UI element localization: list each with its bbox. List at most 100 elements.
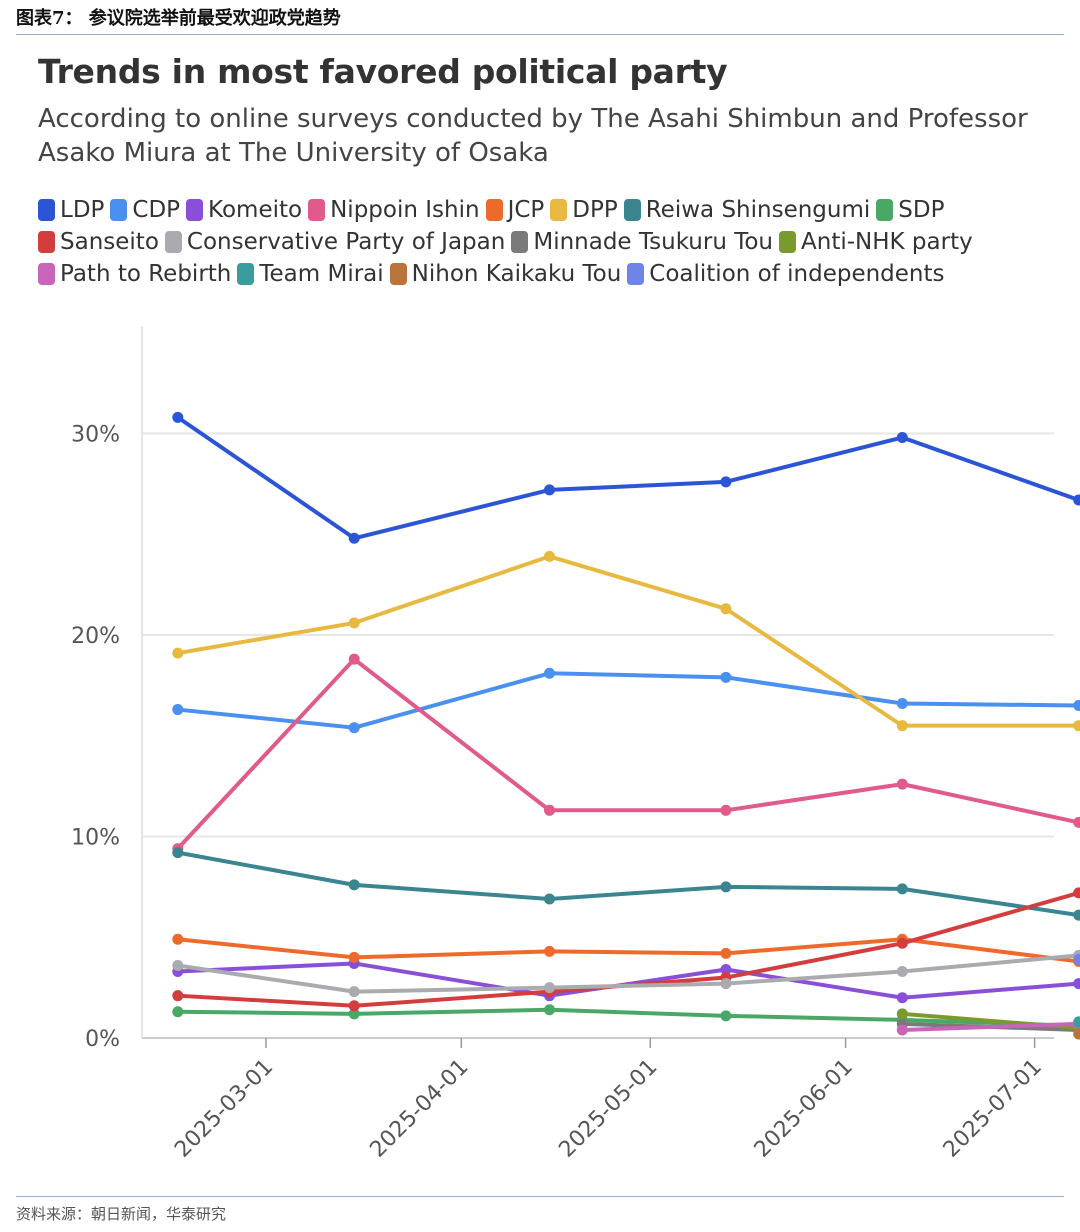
legend-swatch	[623, 199, 641, 221]
legend-label: Nippoin Ishin	[330, 197, 480, 223]
data-point-conservative-party-of-japan	[172, 959, 184, 971]
series-line-sdp	[175, 1007, 1080, 1028]
legend-swatch	[38, 231, 55, 253]
series-line-sanseito	[175, 890, 1080, 1008]
data-point-nippoin-ishin	[544, 804, 555, 816]
y-tick-label: 10%	[71, 826, 120, 851]
legend-item-team-mirai[interactable]: Team Mirai	[237, 261, 384, 287]
legend-label: CDP	[132, 197, 181, 223]
legend-item-conservative-party-of-japan[interactable]: Conservative Party of Japan	[164, 229, 506, 255]
x-tick-label: 2025-03-01	[170, 1055, 278, 1163]
data-point-coalition-of-independents	[1073, 953, 1080, 965]
legend-label: Nihon Kaikaku Tou	[411, 261, 622, 287]
legend-item-ldp[interactable]: LDP	[38, 197, 104, 223]
figure-label: 图表7： 参议院选举前最受欢迎政党趋势	[16, 6, 1064, 35]
legend-label: Conservative Party of Japan	[186, 229, 506, 255]
data-point-komeito	[896, 992, 908, 1004]
data-point-sanseito	[1073, 887, 1080, 899]
legend-swatch	[308, 199, 326, 221]
x-tick-label: 2025-05-01	[554, 1055, 662, 1163]
legend-label: DPP	[572, 197, 618, 223]
data-point-sdp	[348, 1008, 360, 1020]
data-point-jcp	[172, 933, 184, 945]
legend-swatch	[485, 199, 503, 221]
legend-item-nippoin-ishin[interactable]: Nippoin Ishin	[308, 197, 480, 223]
data-point-komeito	[720, 963, 732, 975]
legend-item-reiwa-shinsengumi[interactable]: Reiwa Shinsengumi	[623, 197, 871, 223]
legend-label: Reiwa Shinsengumi	[645, 197, 871, 223]
legend-label: Coalition of independents	[649, 261, 945, 287]
data-point-ldp	[172, 411, 184, 423]
data-point-nihon-kaikaku-tou	[1073, 1028, 1080, 1040]
data-point-reiwa-shinsengumi	[172, 847, 184, 859]
data-point-sanseito	[896, 937, 908, 949]
data-point-jcp	[544, 945, 555, 957]
data-point-conservative-party-of-japan	[348, 986, 360, 998]
data-point-dpp	[348, 617, 360, 629]
data-point-nippoin-ishin	[720, 804, 732, 816]
legend-swatch	[164, 231, 182, 253]
data-point-reiwa-shinsengumi	[348, 879, 360, 891]
series-line-dpp	[175, 554, 1080, 728]
data-point-cdp	[544, 667, 555, 679]
legend-item-anti-nhk-party[interactable]: Anti-NHK party	[779, 229, 973, 255]
data-point-cdp	[720, 671, 732, 683]
legend-item-nihon-kaikaku-tou[interactable]: Nihon Kaikaku Tou	[389, 261, 622, 287]
legend-swatch	[186, 199, 204, 221]
data-point-reiwa-shinsengumi	[1073, 909, 1080, 921]
data-point-conservative-party-of-japan	[544, 982, 555, 994]
data-point-sdp	[172, 1006, 184, 1018]
legend-label: Path to Rebirth	[60, 261, 232, 287]
series-line-cdp	[175, 671, 1080, 730]
data-point-nippoin-ishin	[1073, 816, 1080, 828]
legend-item-cdp[interactable]: CDP	[110, 197, 180, 223]
series-line-reiwa-shinsengumi	[175, 850, 1080, 918]
series-line-jcp	[175, 937, 1080, 964]
data-point-jcp	[720, 947, 732, 959]
data-point-reiwa-shinsengumi	[896, 883, 908, 895]
data-point-sanseito	[172, 990, 184, 1002]
legend-item-jcp[interactable]: JCP	[485, 197, 545, 223]
legend-swatch	[38, 199, 55, 221]
series-line-ldp	[175, 415, 1080, 541]
y-tick-label: 0%	[85, 1027, 120, 1052]
data-point-dpp	[896, 720, 908, 732]
legend-swatch	[38, 263, 55, 285]
legend-label: LDP	[60, 197, 105, 223]
data-point-cdp	[348, 722, 360, 734]
legend-item-dpp[interactable]: DPP	[550, 197, 618, 223]
series-line-conservative-party-of-japan	[175, 953, 1080, 994]
data-point-conservative-party-of-japan	[720, 978, 732, 990]
data-point-sdp	[720, 1010, 732, 1022]
legend-item-minnade-tsukuru-tou[interactable]: Minnade Tsukuru Tou	[511, 229, 773, 255]
legend-label: JCP	[507, 197, 545, 223]
data-point-reiwa-shinsengumi	[720, 881, 732, 893]
legend-item-sanseito[interactable]: Sanseito	[38, 229, 159, 255]
legend-item-path-to-rebirth[interactable]: Path to Rebirth	[38, 261, 231, 287]
data-point-sanseito	[348, 1000, 360, 1012]
legend-swatch	[627, 263, 645, 285]
data-point-reiwa-shinsengumi	[544, 893, 555, 905]
chart-subtitle: According to online surveys conducted by…	[38, 104, 1028, 168]
source-note: 资料来源：朝日新闻，华泰研究	[16, 1196, 1064, 1224]
chart-title: Trends in most favored political party	[38, 52, 728, 91]
data-point-ldp	[348, 532, 360, 544]
x-tick-label: 2025-06-01	[750, 1055, 858, 1163]
data-point-sdp	[544, 1004, 555, 1016]
chart-legend: LDP CDP Komeito Nippoin Ishin JCP DPP Reiwa Sh…	[38, 194, 1058, 290]
data-point-team-mirai	[1073, 1016, 1080, 1028]
legend-label: SDP	[898, 197, 945, 223]
data-point-cdp	[172, 704, 184, 716]
series-line-path-to-rebirth	[900, 1021, 1080, 1032]
data-point-jcp	[348, 951, 360, 963]
data-point-ldp	[896, 432, 908, 444]
legend-item-coalition-of-independents[interactable]: Coalition of independents	[627, 261, 945, 287]
data-point-conservative-party-of-japan	[896, 966, 908, 978]
x-tick-label: 2025-07-01	[939, 1055, 1047, 1163]
x-tick-label: 2025-04-01	[365, 1055, 473, 1163]
legend-item-komeito[interactable]: Komeito	[186, 197, 302, 223]
legend-item-sdp[interactable]: SDP	[876, 197, 944, 223]
data-point-nippoin-ishin	[896, 778, 908, 790]
line-chart: 0% 10% 20% 30% 2025-03-01 2025-04-01 2025-05-0…	[71, 326, 1080, 1163]
legend-row: Path to Rebirth Team Mirai Nihon Kaikaku T…	[38, 258, 1058, 290]
